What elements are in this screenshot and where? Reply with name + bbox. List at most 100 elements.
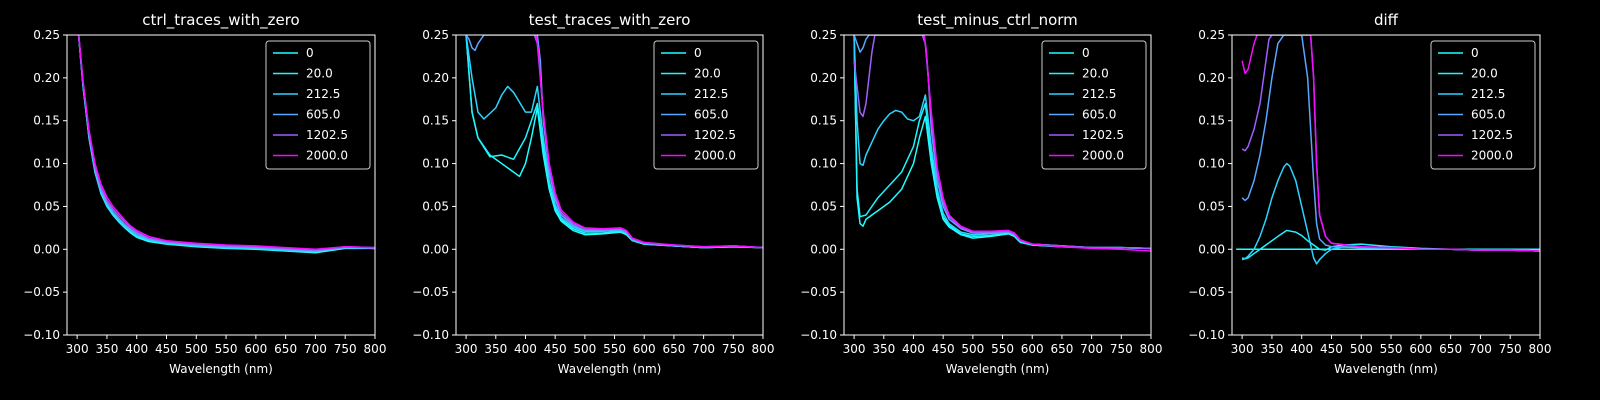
- y-tick-label: 0.05: [422, 199, 449, 213]
- chart-panel-1: 300 350 400 450 500 550 600 650 700 750 800 −0.10 −0…: [23, 11, 386, 376]
- x-tick-label: 350: [872, 342, 895, 356]
- legend-label: 212.5: [1082, 87, 1116, 101]
- series-line-6: [535, 35, 763, 249]
- series-line-2: [1241, 229, 1540, 261]
- x-tick-label: 550: [991, 342, 1014, 356]
- x-tick-label: 600: [1021, 342, 1044, 356]
- y-tick-label: 0.05: [810, 199, 837, 213]
- x-tick-label: 300: [1231, 342, 1254, 356]
- legend-label: 2000.0: [1471, 149, 1513, 163]
- legend-label: 20.0: [1082, 67, 1109, 81]
- x-tick-label: 600: [633, 342, 656, 356]
- y-tick-label: 0.00: [1198, 242, 1225, 256]
- y-tick-label: 0.20: [810, 71, 837, 85]
- legend-label: 212.5: [694, 87, 728, 101]
- x-tick-label: 650: [1050, 342, 1073, 356]
- y-tick-label: −0.10: [1188, 328, 1225, 342]
- axes-frame: [455, 34, 764, 336]
- y-tick-label: 0.10: [810, 157, 837, 171]
- chart-title: test_minus_ctrl_norm: [917, 11, 1078, 30]
- chart-title: diff: [1374, 11, 1399, 29]
- y-tick-label: 0.00: [810, 242, 837, 256]
- chart-panel-2: 300 350 400 450 500 550 600 650 700 750 800 −0.10 −0…: [412, 11, 774, 376]
- chart-title: ctrl_traces_with_zero: [142, 11, 299, 30]
- legend-label: 0: [694, 46, 702, 60]
- x-tick-label: 700: [692, 342, 715, 356]
- x-tick-label: 400: [125, 342, 148, 356]
- legend-label: 0: [306, 46, 314, 60]
- x-axis-label: Wavelength (nm): [558, 362, 662, 376]
- series-line-5: [77, 35, 375, 251]
- y-tick-label: 0.20: [422, 71, 449, 85]
- x-tick-label: 550: [215, 342, 238, 356]
- legend-label: 605.0: [694, 108, 728, 122]
- x-tick-label: 500: [961, 342, 984, 356]
- x-tick-label: 750: [1110, 342, 1133, 356]
- x-tick-label: 750: [1499, 342, 1522, 356]
- y-tick-label: 0.15: [422, 114, 449, 128]
- x-tick-label: 400: [1290, 342, 1313, 356]
- legend: 0 20.0 212.5 605.0 1202.5 2000.0: [1430, 40, 1536, 170]
- x-tick-label: 800: [364, 342, 387, 356]
- legend-label: 1202.5: [1082, 128, 1124, 142]
- y-tick-label: −0.10: [800, 328, 837, 342]
- legend-label: 20.0: [694, 67, 721, 81]
- axes-frame: [66, 34, 376, 336]
- axes-frame: [843, 34, 1152, 336]
- y-tick-label: 0.05: [1198, 199, 1225, 213]
- x-tick-label: 600: [244, 342, 267, 356]
- legend-label: 2000.0: [306, 149, 348, 163]
- y-tick-label: −0.05: [1188, 285, 1225, 299]
- legend-label: 1202.5: [1471, 128, 1513, 142]
- y-tick-label: 0.25: [422, 28, 449, 42]
- x-tick-label: 450: [1320, 342, 1343, 356]
- series-line-6: [923, 35, 1151, 252]
- y-tick-label: 0.00: [33, 242, 60, 256]
- y-tick-label: 0.25: [1198, 28, 1225, 42]
- x-tick-label: 300: [843, 342, 866, 356]
- x-tick-label: 350: [1260, 342, 1283, 356]
- x-tick-label: 700: [304, 342, 327, 356]
- x-tick-label: 700: [1469, 342, 1492, 356]
- x-tick-label: 550: [603, 342, 626, 356]
- y-tick-label: 0.25: [33, 28, 60, 42]
- x-tick-label: 650: [1439, 342, 1462, 356]
- y-tick-label: 0.15: [810, 114, 837, 128]
- y-tick-label: 0.00: [422, 242, 449, 256]
- x-tick-label: 350: [95, 342, 118, 356]
- legend-label: 1202.5: [694, 128, 736, 142]
- x-tick-label: 600: [1409, 342, 1432, 356]
- x-tick-label: 500: [185, 342, 208, 356]
- series-line-2: [853, 35, 1151, 250]
- chart-panel-3: 300 350 400 450 500 550 600 650 700 750 800 −0.10 −0…: [800, 11, 1162, 376]
- legend-label: 2000.0: [1082, 149, 1124, 163]
- x-axis-label: Wavelength (nm): [1334, 362, 1438, 376]
- legend-label: 20.0: [306, 67, 333, 81]
- y-tick-label: 0.25: [810, 28, 837, 42]
- x-tick-label: 550: [1380, 342, 1403, 356]
- x-axis-label: Wavelength (nm): [946, 362, 1050, 376]
- x-tick-label: 750: [722, 342, 745, 356]
- x-tick-label: 350: [484, 342, 507, 356]
- x-tick-label: 500: [573, 342, 596, 356]
- y-tick-label: 0.20: [33, 71, 60, 85]
- legend: 0 20.0 212.5 605.0 1202.5 2000.0: [653, 40, 759, 170]
- legend: 0 20.0 212.5 605.0 1202.5 2000.0: [1041, 40, 1147, 170]
- x-tick-label: 800: [1529, 342, 1552, 356]
- chart-title: test_traces_with_zero: [529, 11, 691, 30]
- legend-label: 212.5: [1471, 87, 1505, 101]
- x-tick-label: 700: [1080, 342, 1103, 356]
- x-tick-label: 800: [1140, 342, 1163, 356]
- x-tick-label: 500: [1350, 342, 1373, 356]
- legend-label: 1202.5: [306, 128, 348, 142]
- legend: 0 20.0 212.5 605.0 1202.5 2000.0: [265, 40, 371, 170]
- x-tick-label: 400: [514, 342, 537, 356]
- legend-label: 212.5: [306, 87, 340, 101]
- series-group: [465, 35, 763, 249]
- x-tick-label: 750: [334, 342, 357, 356]
- legend-label: 605.0: [306, 108, 340, 122]
- y-tick-label: 0.20: [1198, 71, 1225, 85]
- legend-label: 2000.0: [694, 149, 736, 163]
- y-tick-label: −0.05: [800, 285, 837, 299]
